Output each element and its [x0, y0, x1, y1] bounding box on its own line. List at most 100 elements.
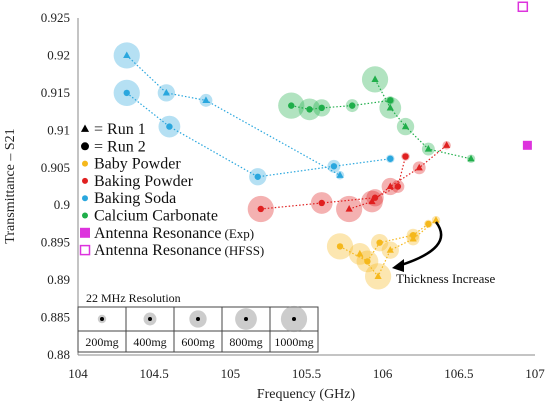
y-tick-label: 0.89 — [47, 272, 70, 287]
x-tick-label: 107 — [525, 366, 545, 381]
legend-item: Antenna Resonance (HFSS) — [79, 242, 264, 259]
x-tick-label: 105 — [221, 366, 241, 381]
series-layer — [113, 42, 476, 290]
data-point-run1 — [202, 96, 210, 103]
legend-item: = Run 2 — [81, 138, 146, 155]
series-baking-soda — [113, 42, 395, 186]
legend-triangle-marker — [80, 124, 90, 132]
data-point-run2 — [257, 205, 264, 213]
data-point-run1 — [371, 75, 379, 83]
x-tick-label: 105.5 — [292, 366, 321, 381]
data-point-run2 — [402, 153, 409, 160]
legend-open-square-marker — [79, 244, 91, 256]
y-tick-label: 0.88 — [47, 347, 70, 362]
legend-label: Baby Powder — [94, 156, 181, 173]
data-point-run2 — [387, 97, 394, 104]
legend-item: Antenna Resonance (Exp) — [80, 225, 254, 242]
data-point-run2 — [425, 220, 432, 228]
data-point-run2 — [371, 194, 379, 201]
data-point-run1 — [386, 182, 394, 190]
resolution-center-dot — [148, 317, 152, 321]
thickness-arrow — [397, 221, 443, 268]
legend-label: Baking Soda — [94, 190, 176, 207]
data-point-run2 — [336, 243, 344, 250]
data-point-run2 — [387, 155, 394, 162]
x-tick-label: 104.5 — [140, 366, 169, 381]
mass-label: 800mg — [229, 335, 262, 349]
mass-label: 400mg — [133, 335, 166, 349]
y-axis-title: Transmittance – S21 — [3, 128, 18, 243]
y-tick-label: 0.9 — [54, 197, 70, 212]
legend-color-marker — [82, 160, 88, 167]
data-point-run2 — [288, 102, 295, 109]
legend-label: = Run 1 — [94, 121, 146, 138]
legend-item: Calcium Carbonate — [82, 208, 218, 225]
mass-label: 200mg — [85, 335, 118, 349]
data-point-run1 — [336, 171, 344, 178]
data-point-run1 — [374, 272, 382, 279]
trend-line-run2 — [126, 92, 391, 178]
x-axis-title: Frequency (GHz) — [257, 387, 356, 402]
resolution-center-dot — [100, 317, 104, 321]
data-point-run1 — [356, 249, 364, 257]
y-tick-label: 0.925 — [41, 10, 70, 25]
series-baby-powder — [326, 215, 441, 290]
y-tick-label: 0.905 — [41, 160, 70, 175]
trend-line-run1 — [126, 54, 341, 176]
x-tick-labels: 104 104.5 105 105.5 106 106.5 107 — [68, 366, 545, 381]
resolution-center-dot — [196, 317, 200, 321]
data-point-run2 — [306, 106, 313, 113]
data-point-run2 — [364, 258, 371, 265]
legend-item: = Run 1 — [80, 121, 146, 138]
legend-item: Baking Powder — [82, 173, 194, 190]
data-point-run1 — [368, 197, 376, 205]
antenna-resonance-layer — [517, 1, 532, 150]
legend-color-marker — [82, 195, 88, 202]
y-tick-label: 0.895 — [41, 235, 70, 250]
data-point-run2 — [166, 123, 173, 130]
resolution-table: 22 MHz Resolution 200mg 400mg 600mg 800mg 100… — [77, 291, 319, 353]
antenna-resonance-hfss-point — [517, 1, 529, 13]
trend-line-run2 — [260, 156, 407, 210]
data-point-run2 — [254, 173, 261, 180]
data-point-run1 — [123, 51, 131, 59]
legend-item: Baby Powder — [82, 156, 181, 173]
data-point-run1 — [386, 246, 394, 253]
antenna-resonance-exp-point — [522, 140, 532, 150]
data-point-run1 — [432, 216, 440, 223]
x-tick-label: 106.5 — [444, 366, 473, 381]
resolution-title: 22 MHz Resolution — [86, 291, 181, 305]
thickness-annotation: Thickness Increase — [392, 221, 495, 286]
y-tick-label: 0.885 — [41, 310, 70, 325]
data-point-run2 — [123, 89, 130, 97]
legend-item: Baking Soda — [82, 190, 176, 207]
y-tick-label: 0.92 — [47, 47, 70, 62]
legend-color-marker — [82, 177, 88, 184]
data-point-run1 — [386, 103, 394, 111]
data-point-run2 — [376, 239, 383, 246]
x-tick-label: 104 — [68, 366, 88, 381]
legend-circle-marker — [81, 142, 89, 151]
y-tick-labels: 0.88 0.885 0.89 0.895 0.9 0.905 0.91 0.915 0.92 0… — [41, 10, 70, 362]
mass-label: 1000mg — [274, 335, 313, 349]
legend-color-marker — [82, 212, 88, 219]
thickness-annotation-label: Thickness Increase — [396, 271, 495, 286]
data-point-run2 — [318, 104, 325, 112]
y-tick-label: 0.91 — [47, 122, 70, 137]
data-point-run2 — [330, 163, 338, 170]
axes — [77, 18, 535, 356]
series-calcium-carbonate — [278, 66, 476, 164]
mass-label: 600mg — [181, 335, 214, 349]
legend-label: Baking Powder — [94, 173, 194, 190]
data-point-run1 — [443, 141, 451, 148]
thickness-arrow-head — [392, 259, 404, 272]
x-tick-label: 106 — [373, 366, 393, 381]
data-point-run1 — [345, 204, 353, 212]
trend-line-run2 — [291, 99, 391, 111]
data-point-run1 — [401, 122, 410, 130]
resolution-center-dot — [292, 317, 296, 321]
data-point-run1 — [467, 154, 475, 162]
data-point-run2 — [409, 231, 417, 239]
